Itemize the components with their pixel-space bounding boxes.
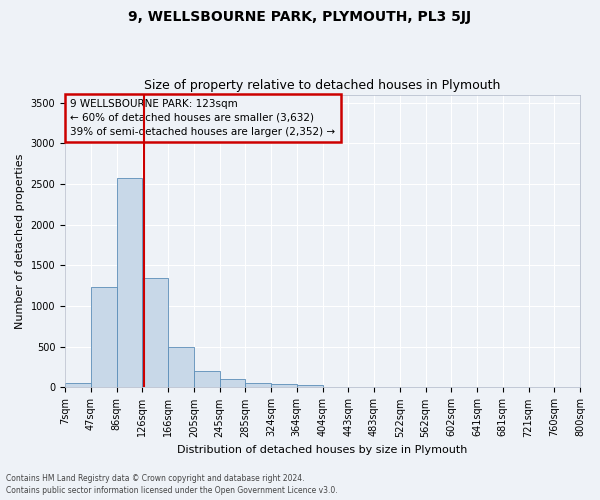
Bar	[168, 347, 194, 388]
Bar	[271, 384, 297, 388]
Bar	[297, 384, 323, 388]
Bar	[220, 379, 245, 388]
Bar	[91, 288, 116, 388]
Bar	[245, 384, 271, 388]
Y-axis label: Number of detached properties: Number of detached properties	[15, 154, 25, 328]
Bar	[116, 178, 142, 388]
Bar	[194, 371, 220, 388]
Text: 9 WELLSBOURNE PARK: 123sqm
← 60% of detached houses are smaller (3,632)
39% of s: 9 WELLSBOURNE PARK: 123sqm ← 60% of deta…	[70, 99, 335, 137]
X-axis label: Distribution of detached houses by size in Plymouth: Distribution of detached houses by size …	[178, 445, 468, 455]
Bar	[65, 383, 91, 388]
Bar	[142, 278, 168, 388]
Title: Size of property relative to detached houses in Plymouth: Size of property relative to detached ho…	[145, 79, 501, 92]
Text: 9, WELLSBOURNE PARK, PLYMOUTH, PL3 5JJ: 9, WELLSBOURNE PARK, PLYMOUTH, PL3 5JJ	[128, 10, 472, 24]
Text: Contains HM Land Registry data © Crown copyright and database right 2024.
Contai: Contains HM Land Registry data © Crown c…	[6, 474, 338, 495]
